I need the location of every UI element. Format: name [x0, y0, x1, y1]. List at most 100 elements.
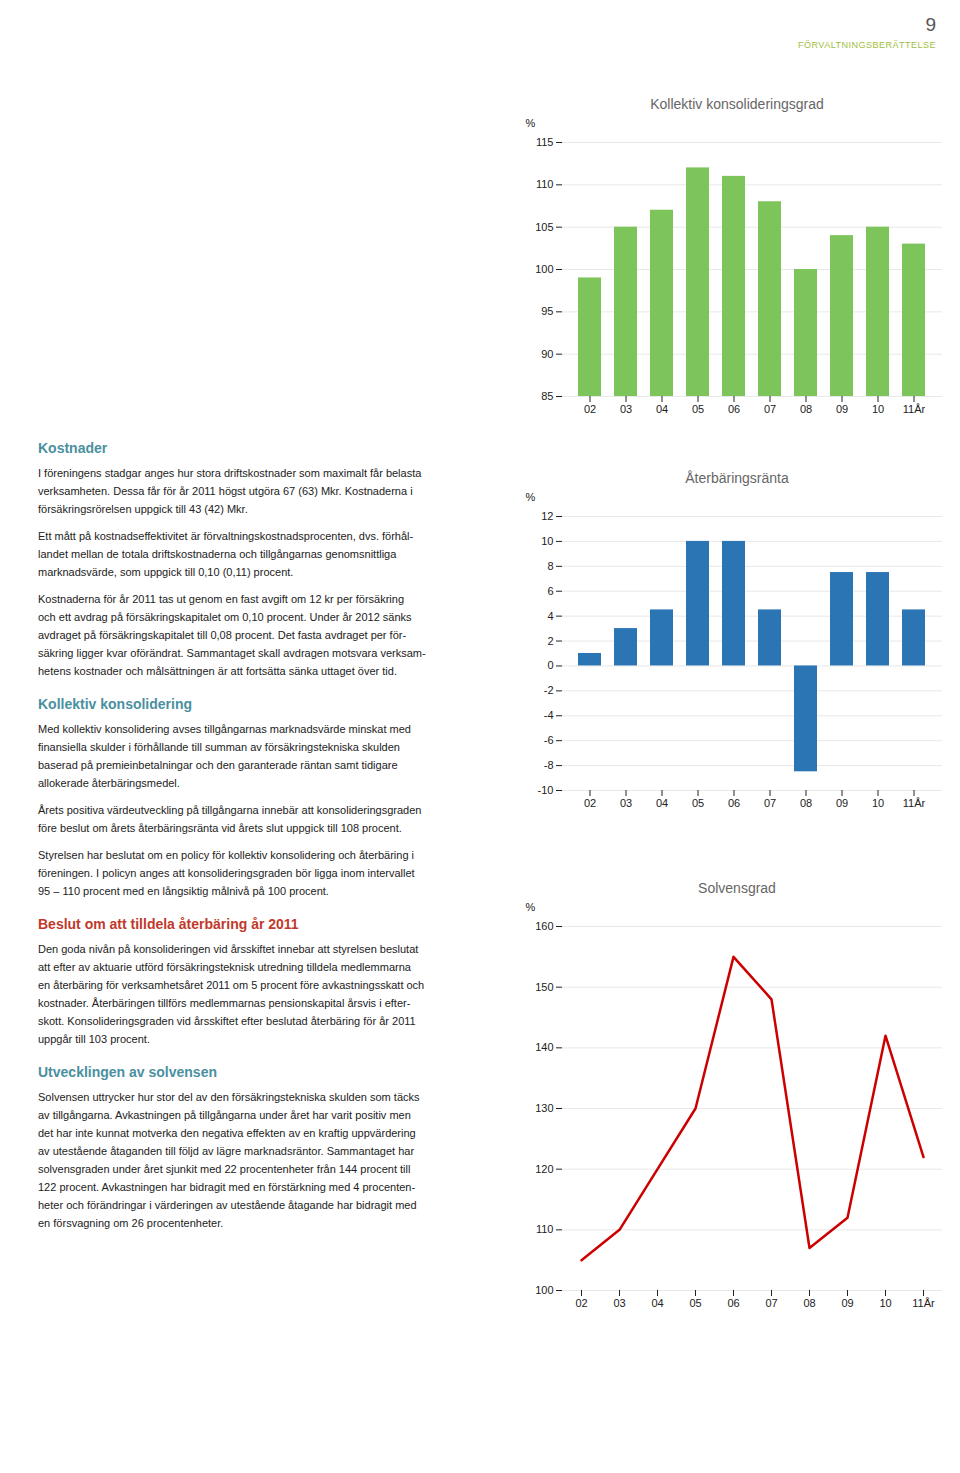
html-text:Kostnaderna för år 2011 tas ut: Kostnaderna för år 2011 tas ut genom en …	[38, 593, 405, 605]
svg-text:10: 10	[541, 535, 553, 547]
html-text:uppgår till 103 procent.: uppgår till 103 procent.	[38, 1033, 150, 1045]
svg-text:09: 09	[841, 1297, 853, 1309]
html-text:att efter av aktuarie utförd f: att efter av aktuarie utförd försäkrings…	[38, 961, 411, 973]
svg-text:04: 04	[656, 403, 668, 415]
svg-text:08: 08	[800, 403, 812, 415]
svg-text:10: 10	[872, 403, 884, 415]
svg-text:02: 02	[575, 1297, 587, 1309]
html-text:Kostnader: Kostnader	[38, 440, 108, 456]
svg-text:160: 160	[535, 920, 553, 932]
svg-text:05: 05	[689, 1297, 701, 1309]
svg-text:2: 2	[547, 635, 553, 647]
html-text:av utestående åtaganden till f: av utestående åtaganden till följd av lä…	[38, 1145, 415, 1157]
svg-text:06: 06	[727, 1297, 739, 1309]
svg-text:07: 07	[764, 797, 776, 809]
svg-text:4: 4	[547, 610, 553, 622]
svg-text:105: 105	[535, 221, 553, 233]
svg-text:8: 8	[547, 560, 553, 572]
html-text:säkring ligger kvar oförändrat: säkring ligger kvar oförändrat. Sammanta…	[38, 647, 426, 659]
svg-text:10: 10	[879, 1297, 891, 1309]
svg-text:140: 140	[535, 1041, 553, 1053]
svg-text:11År: 11År	[912, 1297, 935, 1309]
html-text:Utvecklingen av solvensen: Utvecklingen av solvensen	[38, 1064, 217, 1080]
svg-text:90: 90	[541, 348, 553, 360]
svg-text:09: 09	[836, 403, 848, 415]
svg-text:05: 05	[692, 797, 704, 809]
svg-text:95: 95	[541, 305, 553, 317]
svg-text:120: 120	[535, 1163, 553, 1175]
svg-text:03: 03	[613, 1297, 625, 1309]
svg-text:12: 12	[541, 510, 553, 522]
svg-text:07: 07	[765, 1297, 777, 1309]
svg-text:04: 04	[656, 797, 668, 809]
svg-text:03: 03	[620, 403, 632, 415]
svg-text:-6: -6	[544, 734, 554, 746]
html-text:I föreningens stadgar anges hu: I föreningens stadgar anges hur stora dr…	[38, 467, 422, 479]
html-text:av tillgångarna. Avkastningen: av tillgångarna. Avkastningen på tillgån…	[38, 1109, 411, 1121]
html-text:Återbäringsränta: Återbäringsränta	[685, 470, 789, 486]
svg-text:02: 02	[584, 797, 596, 809]
html-text:en försvagning om 26 procenten: en försvagning om 26 procentenheter.	[38, 1217, 224, 1229]
svg-text:100: 100	[535, 263, 553, 275]
html-text:Beslut om att tilldela återbär: Beslut om att tilldela återbäring år 201…	[38, 916, 299, 932]
svg-text:6: 6	[547, 585, 553, 597]
html-text:finansiella skulder i förhålla: finansiella skulder i förhållande till s…	[38, 741, 400, 753]
svg-text:02: 02	[584, 403, 596, 415]
html-text:Solvensgrad: Solvensgrad	[698, 880, 776, 896]
svg-text:07: 07	[764, 403, 776, 415]
html-text:marknadsvärde, som uppgick til: marknadsvärde, som uppgick till 0,10 (0,…	[38, 566, 294, 578]
html-text:baserad på premieinbetalningar: baserad på premieinbetalningar och den g…	[38, 759, 398, 771]
svg-text:115: 115	[536, 136, 554, 148]
html-text:95 – 110 procent med en långsi: 95 – 110 procent med en långsiktig målni…	[38, 885, 329, 897]
html-text:Kollektiv konsolidering: Kollektiv konsolidering	[38, 696, 192, 712]
svg-text:150: 150	[535, 981, 553, 993]
svg-text:-4: -4	[544, 709, 554, 721]
svg-text:-2: -2	[544, 684, 554, 696]
html-text:före beslut om årets återbärin: före beslut om årets återbäringsränta vi…	[38, 822, 402, 834]
svg-text:08: 08	[800, 797, 812, 809]
html-text:avdraget på försäkringskapital: avdraget på försäkringskapitalet till 0,…	[38, 629, 407, 641]
svg-text:-10: -10	[538, 784, 554, 796]
svg-text:-8: -8	[544, 759, 554, 771]
html-text:122 procent. Avkastningen har: 122 procent. Avkastningen har bidragit m…	[38, 1181, 416, 1193]
html-text:en återbäring för verksamhetså: en återbäring för verksamhetsåret 2011 o…	[38, 979, 425, 991]
svg-text:%: %	[526, 901, 536, 913]
html-text:Styrelsen har beslutat om en p: Styrelsen har beslutat om en policy för …	[38, 849, 414, 861]
svg-text:04: 04	[651, 1297, 663, 1309]
svg-text:100: 100	[535, 1284, 553, 1296]
html-text:Den goda nivån på konsoliderin: Den goda nivån på konsolideringen vid år…	[38, 943, 419, 955]
svg-text:0: 0	[547, 659, 553, 671]
html-text:allokerade återbäringsmedel.: allokerade återbäringsmedel.	[38, 777, 180, 789]
svg-text:110: 110	[536, 178, 554, 190]
svg-text:09: 09	[836, 797, 848, 809]
svg-text:05: 05	[692, 403, 704, 415]
html-text:Solvensen uttrycker hur stor d: Solvensen uttrycker hur stor del av den …	[38, 1091, 420, 1103]
html-text:verksamheten. Dessa får för år: verksamheten. Dessa får för år 2011 högs…	[38, 485, 413, 497]
svg-text:03: 03	[620, 797, 632, 809]
svg-text:85: 85	[541, 390, 553, 402]
svg-text:06: 06	[728, 797, 740, 809]
html-text:det har inte kunnat motverka d: det har inte kunnat motverka den negativ…	[38, 1127, 416, 1139]
svg-text:11År: 11År	[903, 797, 926, 809]
html-text:kostnader. Återbäringen tillfö: kostnader. Återbäringen tillförs medlemm…	[38, 997, 411, 1009]
html-text:Med kollektiv konsolidering av: Med kollektiv konsolidering avses tillgå…	[38, 723, 411, 735]
html-text:Ett mått på kostnadseffektivit: Ett mått på kostnadseffektivitet är förv…	[38, 530, 414, 542]
svg-text:%: %	[526, 117, 536, 129]
html-text:solvensgraden under året sjunk: solvensgraden under året sjunkit med 22 …	[38, 1163, 411, 1175]
svg-text:110: 110	[536, 1223, 554, 1235]
html-text:skott. Konsolideringsgraden vi: skott. Konsolideringsgraden vid årsskift…	[38, 1015, 416, 1027]
svg-text:08: 08	[803, 1297, 815, 1309]
svg-text:10: 10	[872, 797, 884, 809]
html-text:försäkringsrörelsen uppgick ti: försäkringsrörelsen uppgick till 43 (42)…	[38, 503, 248, 515]
html-text:och ett avdrag på försäkringsk: och ett avdrag på försäkringskapitalet o…	[38, 611, 412, 623]
html-text:föreningen. I policyn anges at: föreningen. I policyn anges att konsolid…	[38, 867, 415, 879]
svg-text:%: %	[526, 491, 536, 503]
html-text:Kollektiv konsolideringsgrad: Kollektiv konsolideringsgrad	[650, 96, 824, 112]
html-text:Årets positiva värdeutveckling: Årets positiva värdeutveckling på tillgå…	[38, 804, 422, 816]
svg-text:11År: 11År	[903, 403, 926, 415]
html-text:landet mellan de totala drifts: landet mellan de totala driftskostnadern…	[38, 548, 397, 560]
svg-text:06: 06	[728, 403, 740, 415]
svg-text:130: 130	[535, 1102, 553, 1114]
html-text:heter och förändringar i värde: heter och förändringar i värderingen av …	[38, 1199, 417, 1211]
html-text:hetens kostnader och målsättni: hetens kostnader och målsättningen är at…	[38, 665, 397, 677]
